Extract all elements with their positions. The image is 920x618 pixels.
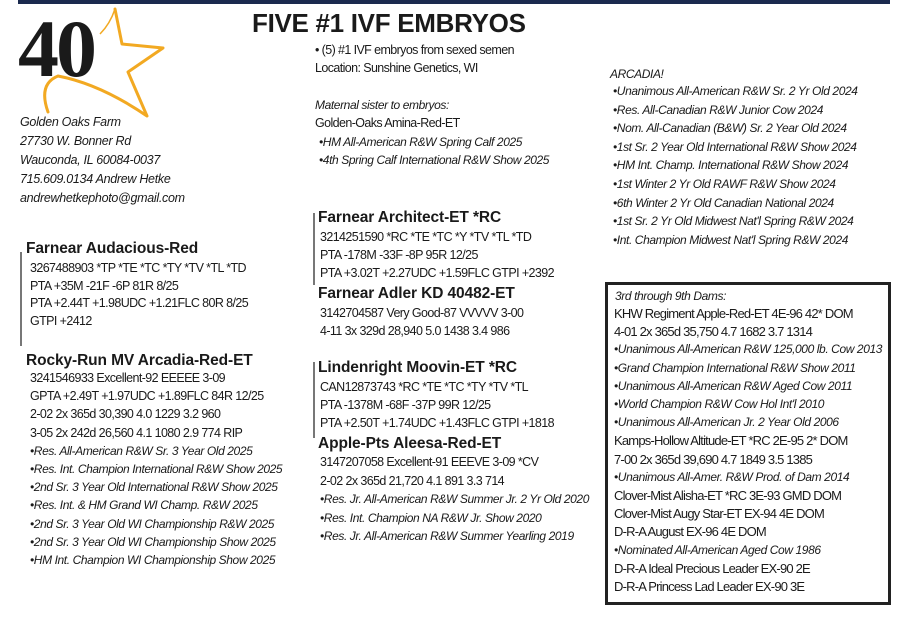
pedigree-bracket (20, 252, 22, 346)
award-line: •Res. Int. Champion International R&W Sh… (30, 462, 283, 476)
farm-city: Wauconda, IL 60084-0037 (20, 153, 160, 167)
pedigree-bracket (313, 213, 315, 285)
maternal-award: •4th Spring Calf International R&W Show … (319, 153, 550, 167)
dam-record: 7-00 2x 365d 39,690 4.7 1849 3.5 1385 (614, 451, 813, 467)
award-line: •Res. Int. Champion NA R&W Jr. Show 2020 (320, 510, 542, 525)
arcadia-award: •1st Sr. 2 Yr Old Midwest Nat'l Spring R… (613, 214, 854, 229)
pedigree-line: PTA -1378M -68F -37P 99R 12/25 (320, 398, 491, 412)
pedigree-line: 4-11 3x 329d 28,940 5.0 1438 3.4 986 (320, 324, 510, 338)
farm-phone: 715.609.0134 Andrew Hetke (20, 172, 171, 186)
dam-record: Clover-Mist Augy Star-ET EX-94 4E DOM (614, 506, 825, 522)
pedigree-line: CAN12873743 *RC *TE *TC *TY *TV *TL (320, 380, 529, 394)
dam-record: D-R-A August EX-96 4E DOM (614, 524, 767, 540)
pedigree-line: 3142704587 Very Good-87 VVVVV 3-00 (320, 306, 524, 320)
award-line: •Res. Int. & HM Grand WI Champ. R&W 2025 (30, 498, 258, 513)
arcadia-award: •Res. All-Canadian R&W Junior Cow 2024 (613, 102, 823, 117)
pedigree-line: 3147207058 Excellent-91 EEEVE 3-09 *CV (320, 455, 539, 469)
dams-box (605, 282, 891, 605)
arcadia-award: •6th Winter 2 Yr Old Canadian National 2… (613, 195, 834, 210)
arcadia-award: •Nom. All-Canadian (B&W) Sr. 2 Year Old … (613, 121, 847, 136)
dams-box-label: 3rd through 9th Dams: (615, 289, 726, 303)
dam-award: •Unanimous All-American Jr. 2 Year Old 2… (614, 415, 839, 430)
arcadia-award: •1st Winter 2 Yr Old RAWF R&W Show 2024 (613, 177, 836, 191)
arcadia-award: •Unanimous All-American R&W Sr. 2 Yr Old… (613, 84, 858, 98)
dam-award: •Grand Champion International R&W Show 2… (614, 360, 856, 375)
top-rule (18, 0, 890, 4)
award-line: •Res. Jr. All-American R&W Summer Yearli… (320, 529, 574, 543)
pedigree-line: PTA +2.44T +1.98UDC +1.21FLC 80R 8/25 (30, 296, 249, 311)
arcadia-award: •1st Sr. 2 Year Old International R&W Sh… (613, 139, 857, 154)
dam-award: •Unanimous All-American R&W Aged Cow 201… (614, 378, 853, 393)
pedigree-line: GPTA +2.49T +1.97UDC +1.89FLC 84R 12/25 (30, 389, 264, 404)
sire-name: Farnear Audacious-Red (26, 240, 199, 257)
dam-record: D-R-A Princess Lad Leader EX-90 3E (614, 579, 805, 594)
pedigree-line: GTPI +2412 (30, 313, 92, 328)
maternal-name: Golden-Oaks Amina-Red-ET (315, 116, 460, 130)
pedigree-line: PTA +2.50T +1.74UDC +1.43FLC GTPI +1818 (320, 416, 555, 430)
pedigree-line: PTA +35M -21F -6P 81R 8/25 (30, 278, 179, 293)
dam-award: •World Champion R&W Cow Hol Int'l 2010 (614, 397, 825, 411)
dam-record: D-R-A Ideal Precious Leader EX-90 2E (614, 560, 811, 576)
farm-name: Golden Oaks Farm (20, 115, 121, 129)
intro-line: • (5) #1 IVF embryos from sexed semen (315, 43, 515, 57)
award-line: •Res. Jr. All-American R&W Summer Jr. 2 … (320, 492, 589, 506)
dam-name: Farnear Adler KD 40482-ET (318, 285, 515, 302)
dam-award: •Nominated All-American Aged Cow 1986 (614, 542, 821, 557)
dam-record: Kamps-Hollow Altitude-ET *RC 2E-95 2* DO… (614, 433, 848, 449)
dam-award: •Unanimous All-Amer. R&W Prod. of Dam 20… (614, 469, 850, 484)
dam-name: Apple-Pts Aleesa-Red-ET (318, 435, 502, 452)
pedigree-line: PTA -178M -33F -8P 95R 12/25 (320, 248, 478, 262)
pedigree-line: PTA +3.02T +2.27UDC +1.59FLC GTPI +2392 (320, 266, 555, 280)
farm-email[interactable]: andrewhetkephoto@gmail.com (20, 191, 185, 205)
dam-name: Rocky-Run MV Arcadia-Red-ET (26, 352, 253, 369)
maternal-award: •HM All-American R&W Spring Calf 2025 (319, 135, 523, 149)
sire-name: Farnear Architect-ET *RC (318, 209, 502, 226)
arcadia-award: •Int. Champion Midwest Nat'l Spring R&W … (613, 232, 848, 247)
pedigree-line: 2-02 2x 365d 21,720 4.1 891 3.3 714 (320, 473, 505, 488)
dam-record: Clover-Mist Alisha-ET *RC 3E-93 GMD DOM (614, 488, 842, 503)
pedigree-line: 3214251590 *RC *TE *TC *Y *TV *TL *TD (320, 230, 532, 244)
pedigree-line: 3267488903 *TP *TE *TC *TY *TV *TL *TD (30, 261, 247, 275)
sire-name: Lindenright Moovin-ET *RC (318, 359, 517, 376)
lot-number: 40 (18, 3, 97, 94)
maternal-label: Maternal sister to embryos: (315, 98, 449, 112)
lot-title: FIVE #1 IVF EMBRYOS (252, 8, 526, 38)
pedigree-line: 3241546933 Excellent-92 EEEEE 3-09 (30, 371, 226, 385)
farm-street: 27730 W. Bonner Rd (20, 134, 131, 148)
award-line: •2nd Sr. 3 Year Old WI Championship R&W … (30, 516, 275, 531)
pedigree-line: 3-05 2x 242d 26,560 4.1 1080 2.9 774 RIP (30, 425, 243, 440)
arcadia-award: •HM Int. Champ. International R&W Show 2… (613, 158, 849, 173)
award-line: •2nd Sr. 3 Year Old WI Championship Show… (30, 534, 276, 549)
pedigree-bracket (313, 362, 315, 438)
intro-line: Location: Sunshine Genetics, WI (315, 61, 478, 75)
award-line: •HM Int. Champion WI Championship Show 2… (30, 553, 276, 567)
award-line: •Res. All-American R&W Sr. 3 Year Old 20… (30, 443, 253, 458)
dam-award: •Unanimous All-American R&W 125,000 lb. … (614, 342, 883, 357)
star-logo-icon (43, 7, 165, 118)
dam-record: 4-01 2x 365d 35,750 4.7 1682 3.7 1314 (614, 324, 813, 340)
dam-record: KHW Regiment Apple-Red-ET 4E-96 42* DOM (614, 306, 854, 321)
pedigree-line: 2-02 2x 365d 30,390 4.0 1229 3.2 960 (30, 407, 221, 422)
arcadia-label: ARCADIA! (610, 67, 664, 81)
award-line: •2nd Sr. 3 Year Old International R&W Sh… (30, 480, 278, 495)
